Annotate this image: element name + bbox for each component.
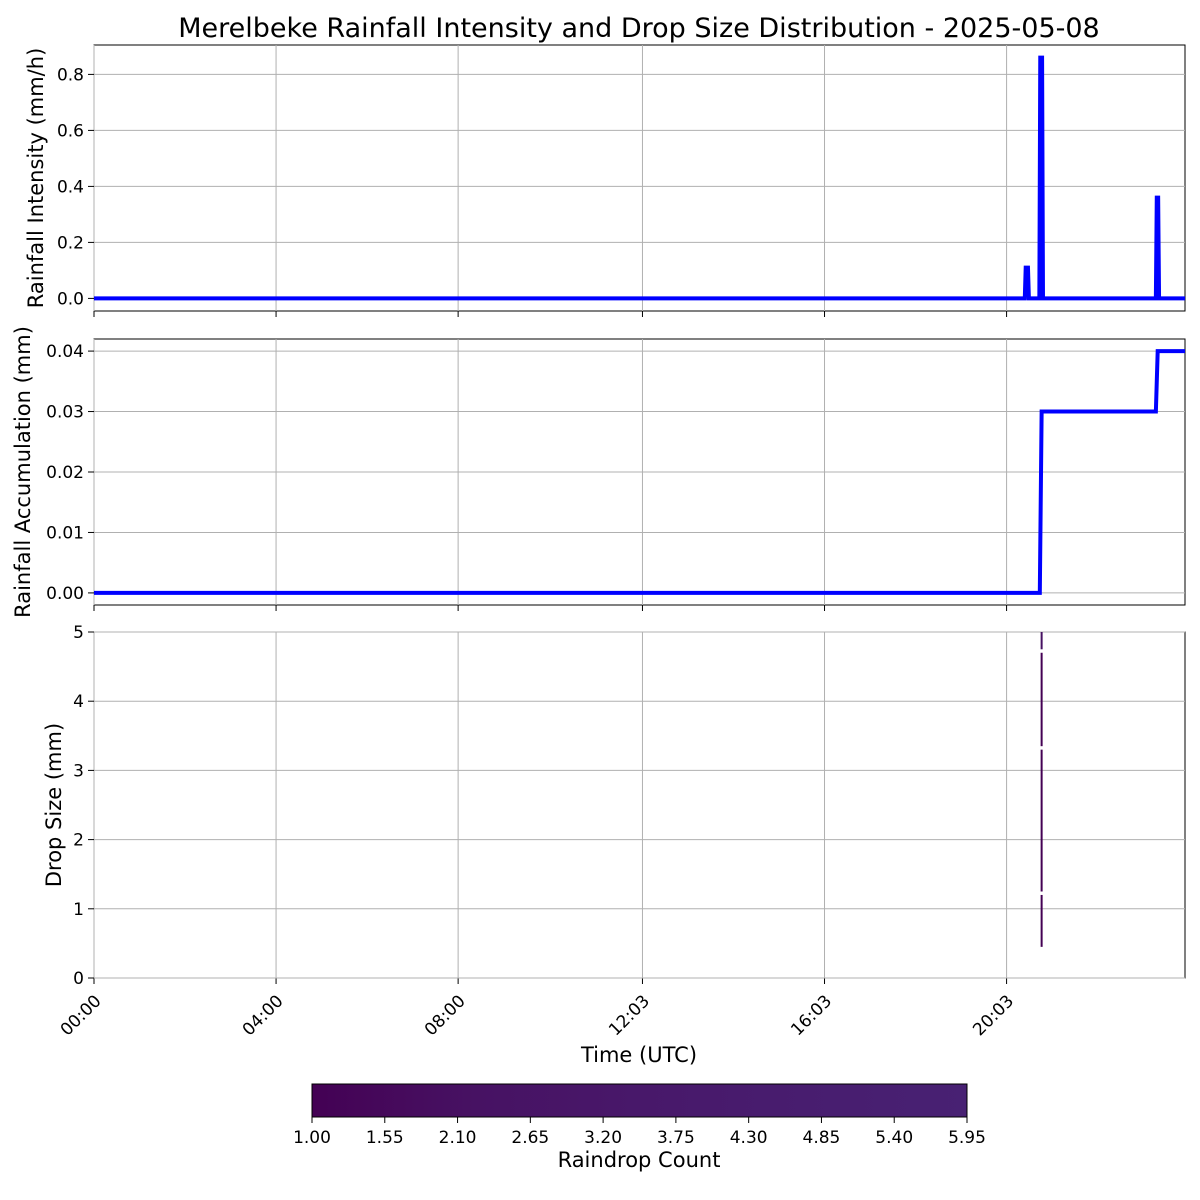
colorbar-tick-label: 5.95 bbox=[948, 1128, 986, 1148]
panel-intensity: 0.0 0.2 0.4 0.6 0.8 Rainfall Intensity (mm/h… bbox=[24, 44, 1186, 317]
panel-accumulation-marks: 0.00 0.01 0.02 0.03 0.04 bbox=[46, 339, 1185, 611]
x-tick-label: 00:00 bbox=[57, 991, 106, 1040]
y-tick-label: 0.00 bbox=[46, 584, 84, 604]
y-tick-label: 0.04 bbox=[46, 342, 84, 362]
panel-drop-size: 0 1 2 3 4 5 Drop Size (mm) 00:00 04:00 08:00 12:… bbox=[42, 623, 1186, 1067]
y-tick-label: 5 bbox=[73, 623, 84, 643]
x-axis-label: Time (UTC) bbox=[580, 1043, 697, 1067]
y-tick-label: 0 bbox=[73, 969, 84, 989]
y-tick-label: 2 bbox=[73, 831, 84, 851]
y-tick-label: 0.03 bbox=[46, 403, 84, 423]
colorbar-tick-label: 1.55 bbox=[366, 1128, 404, 1148]
ylabel-drop-size: Drop Size (mm) bbox=[42, 723, 66, 887]
colorbar-tick-label: 5.40 bbox=[875, 1128, 913, 1148]
heatmap-cell bbox=[1040, 894, 1043, 947]
panel-intensity-frame bbox=[93, 44, 1186, 312]
x-tick-labels: 00:00 04:00 08:00 12:03 16:03 20:03 bbox=[57, 991, 1018, 1040]
colorbar-tick-label: 3.75 bbox=[657, 1128, 695, 1148]
colorbar-tick-label: 1.00 bbox=[293, 1128, 331, 1148]
y-tick-label: 0.02 bbox=[46, 463, 84, 483]
y-tick-label: 3 bbox=[73, 761, 84, 781]
heatmap-cell bbox=[1040, 652, 1043, 747]
figure-title: Merelbeke Rainfall Intensity and Drop Si… bbox=[178, 13, 1099, 44]
ylabel-intensity: Rainfall Intensity (mm/h) bbox=[24, 48, 48, 309]
y-tick-label: 0.6 bbox=[57, 121, 84, 141]
y-tick-label: 0.0 bbox=[57, 289, 84, 309]
y-tick-label: 0.4 bbox=[57, 177, 84, 197]
colorbar-frame bbox=[311, 1083, 968, 1118]
y-tick-label: 1 bbox=[73, 900, 84, 920]
colorbar: 1.00 1.55 2.10 2.65 3.20 3.75 4.30 4.85 5.40 5.95… bbox=[293, 1083, 986, 1172]
colorbar-tick-label: 4.30 bbox=[730, 1128, 768, 1148]
colorbar-tick-label: 3.20 bbox=[584, 1128, 622, 1148]
x-tick-label: 08:00 bbox=[421, 991, 470, 1040]
colorbar-fill bbox=[312, 1084, 967, 1117]
panel-drop-size-frame bbox=[93, 631, 1186, 979]
y-tick-label: 0.01 bbox=[46, 523, 84, 543]
panel-drop-size-marks: 0 1 2 3 4 5 bbox=[73, 623, 1185, 989]
heatmap-cell bbox=[1040, 749, 1043, 892]
ylabel-accumulation: Rainfall Accumulation (mm) bbox=[11, 326, 35, 618]
y-tick-label: 4 bbox=[73, 692, 84, 712]
panel-accumulation: 0.00 0.01 0.02 0.03 0.04 Rainfall Accumulati… bbox=[11, 326, 1186, 618]
series-line bbox=[94, 349, 1185, 595]
colorbar-label: Raindrop Count bbox=[558, 1148, 721, 1172]
x-tick-label: 20:03 bbox=[969, 991, 1018, 1040]
panel-intensity-marks: 0.0 0.2 0.4 0.6 0.8 bbox=[57, 45, 1185, 317]
colorbar-ticks: 1.00 1.55 2.10 2.65 3.20 3.75 4.30 4.85 5.40 5.95 bbox=[293, 1117, 986, 1148]
heatmap-cell bbox=[1040, 632, 1043, 650]
colorbar-tick-label: 4.85 bbox=[803, 1128, 841, 1148]
colorbar-gradient bbox=[312, 1084, 967, 1117]
x-tick-label: 16:03 bbox=[787, 991, 836, 1040]
colorbar-tick-label: 2.10 bbox=[439, 1128, 477, 1148]
y-tick-label: 0.8 bbox=[57, 65, 84, 85]
x-tick-label: 04:00 bbox=[239, 991, 288, 1040]
x-tick-label: 12:03 bbox=[605, 991, 654, 1040]
colorbar-tick-label: 2.65 bbox=[511, 1128, 549, 1148]
series-line bbox=[94, 55, 1185, 301]
y-tick-label: 0.2 bbox=[57, 233, 84, 253]
